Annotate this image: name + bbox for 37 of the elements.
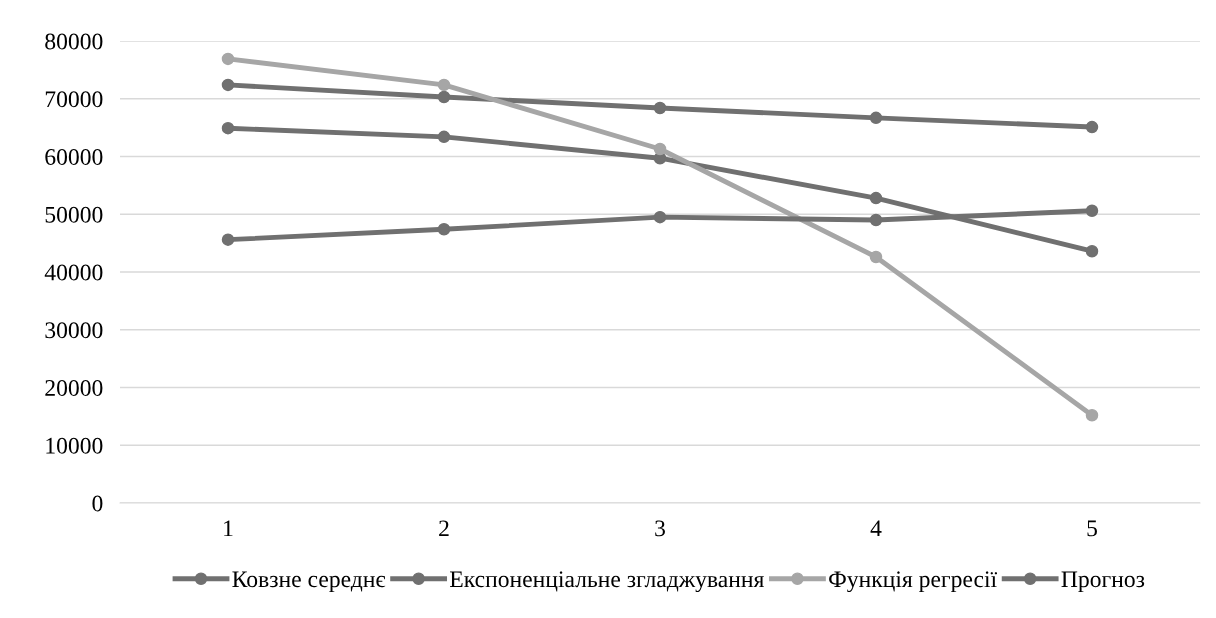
point xyxy=(221,121,235,135)
point xyxy=(653,210,667,224)
x-tick-label: 3 xyxy=(655,520,665,537)
y-tick-label: 0 xyxy=(92,495,103,512)
legend-label: Прогноз xyxy=(1061,571,1145,593)
point xyxy=(221,78,235,92)
y-tick-label: 70000 xyxy=(45,91,103,108)
point xyxy=(1085,408,1099,422)
point xyxy=(437,130,451,144)
y-tick-label: 10000 xyxy=(46,437,103,454)
point xyxy=(869,191,883,205)
x-tick-label: 5 xyxy=(1087,520,1097,537)
point xyxy=(437,90,451,104)
legend-label: Функція регресії xyxy=(829,571,998,593)
point xyxy=(437,223,451,236)
point xyxy=(1085,120,1099,134)
y-tick-label: 30000 xyxy=(45,322,103,339)
x-tick-label: 4 xyxy=(870,520,882,537)
point xyxy=(221,52,235,66)
point xyxy=(221,233,235,246)
legend-label: Ковзне середнє xyxy=(232,571,386,593)
point xyxy=(869,213,883,227)
point xyxy=(1085,204,1099,218)
point xyxy=(437,78,451,92)
legend-label: Експоненціальне згладжування xyxy=(450,571,764,593)
y-tick-label: 60000 xyxy=(45,148,103,165)
y-tick-label: 20000 xyxy=(45,379,103,396)
point xyxy=(1085,244,1099,258)
point xyxy=(653,101,667,115)
y-tick-label: 80000 xyxy=(45,33,103,50)
x-tick-label: 2 xyxy=(439,520,449,537)
point xyxy=(653,142,667,156)
point xyxy=(869,111,883,125)
y-tick-label: 50000 xyxy=(45,206,103,223)
point xyxy=(869,250,883,264)
y-tick-label: 40000 xyxy=(44,264,103,281)
x-tick-label: 1 xyxy=(224,520,233,537)
